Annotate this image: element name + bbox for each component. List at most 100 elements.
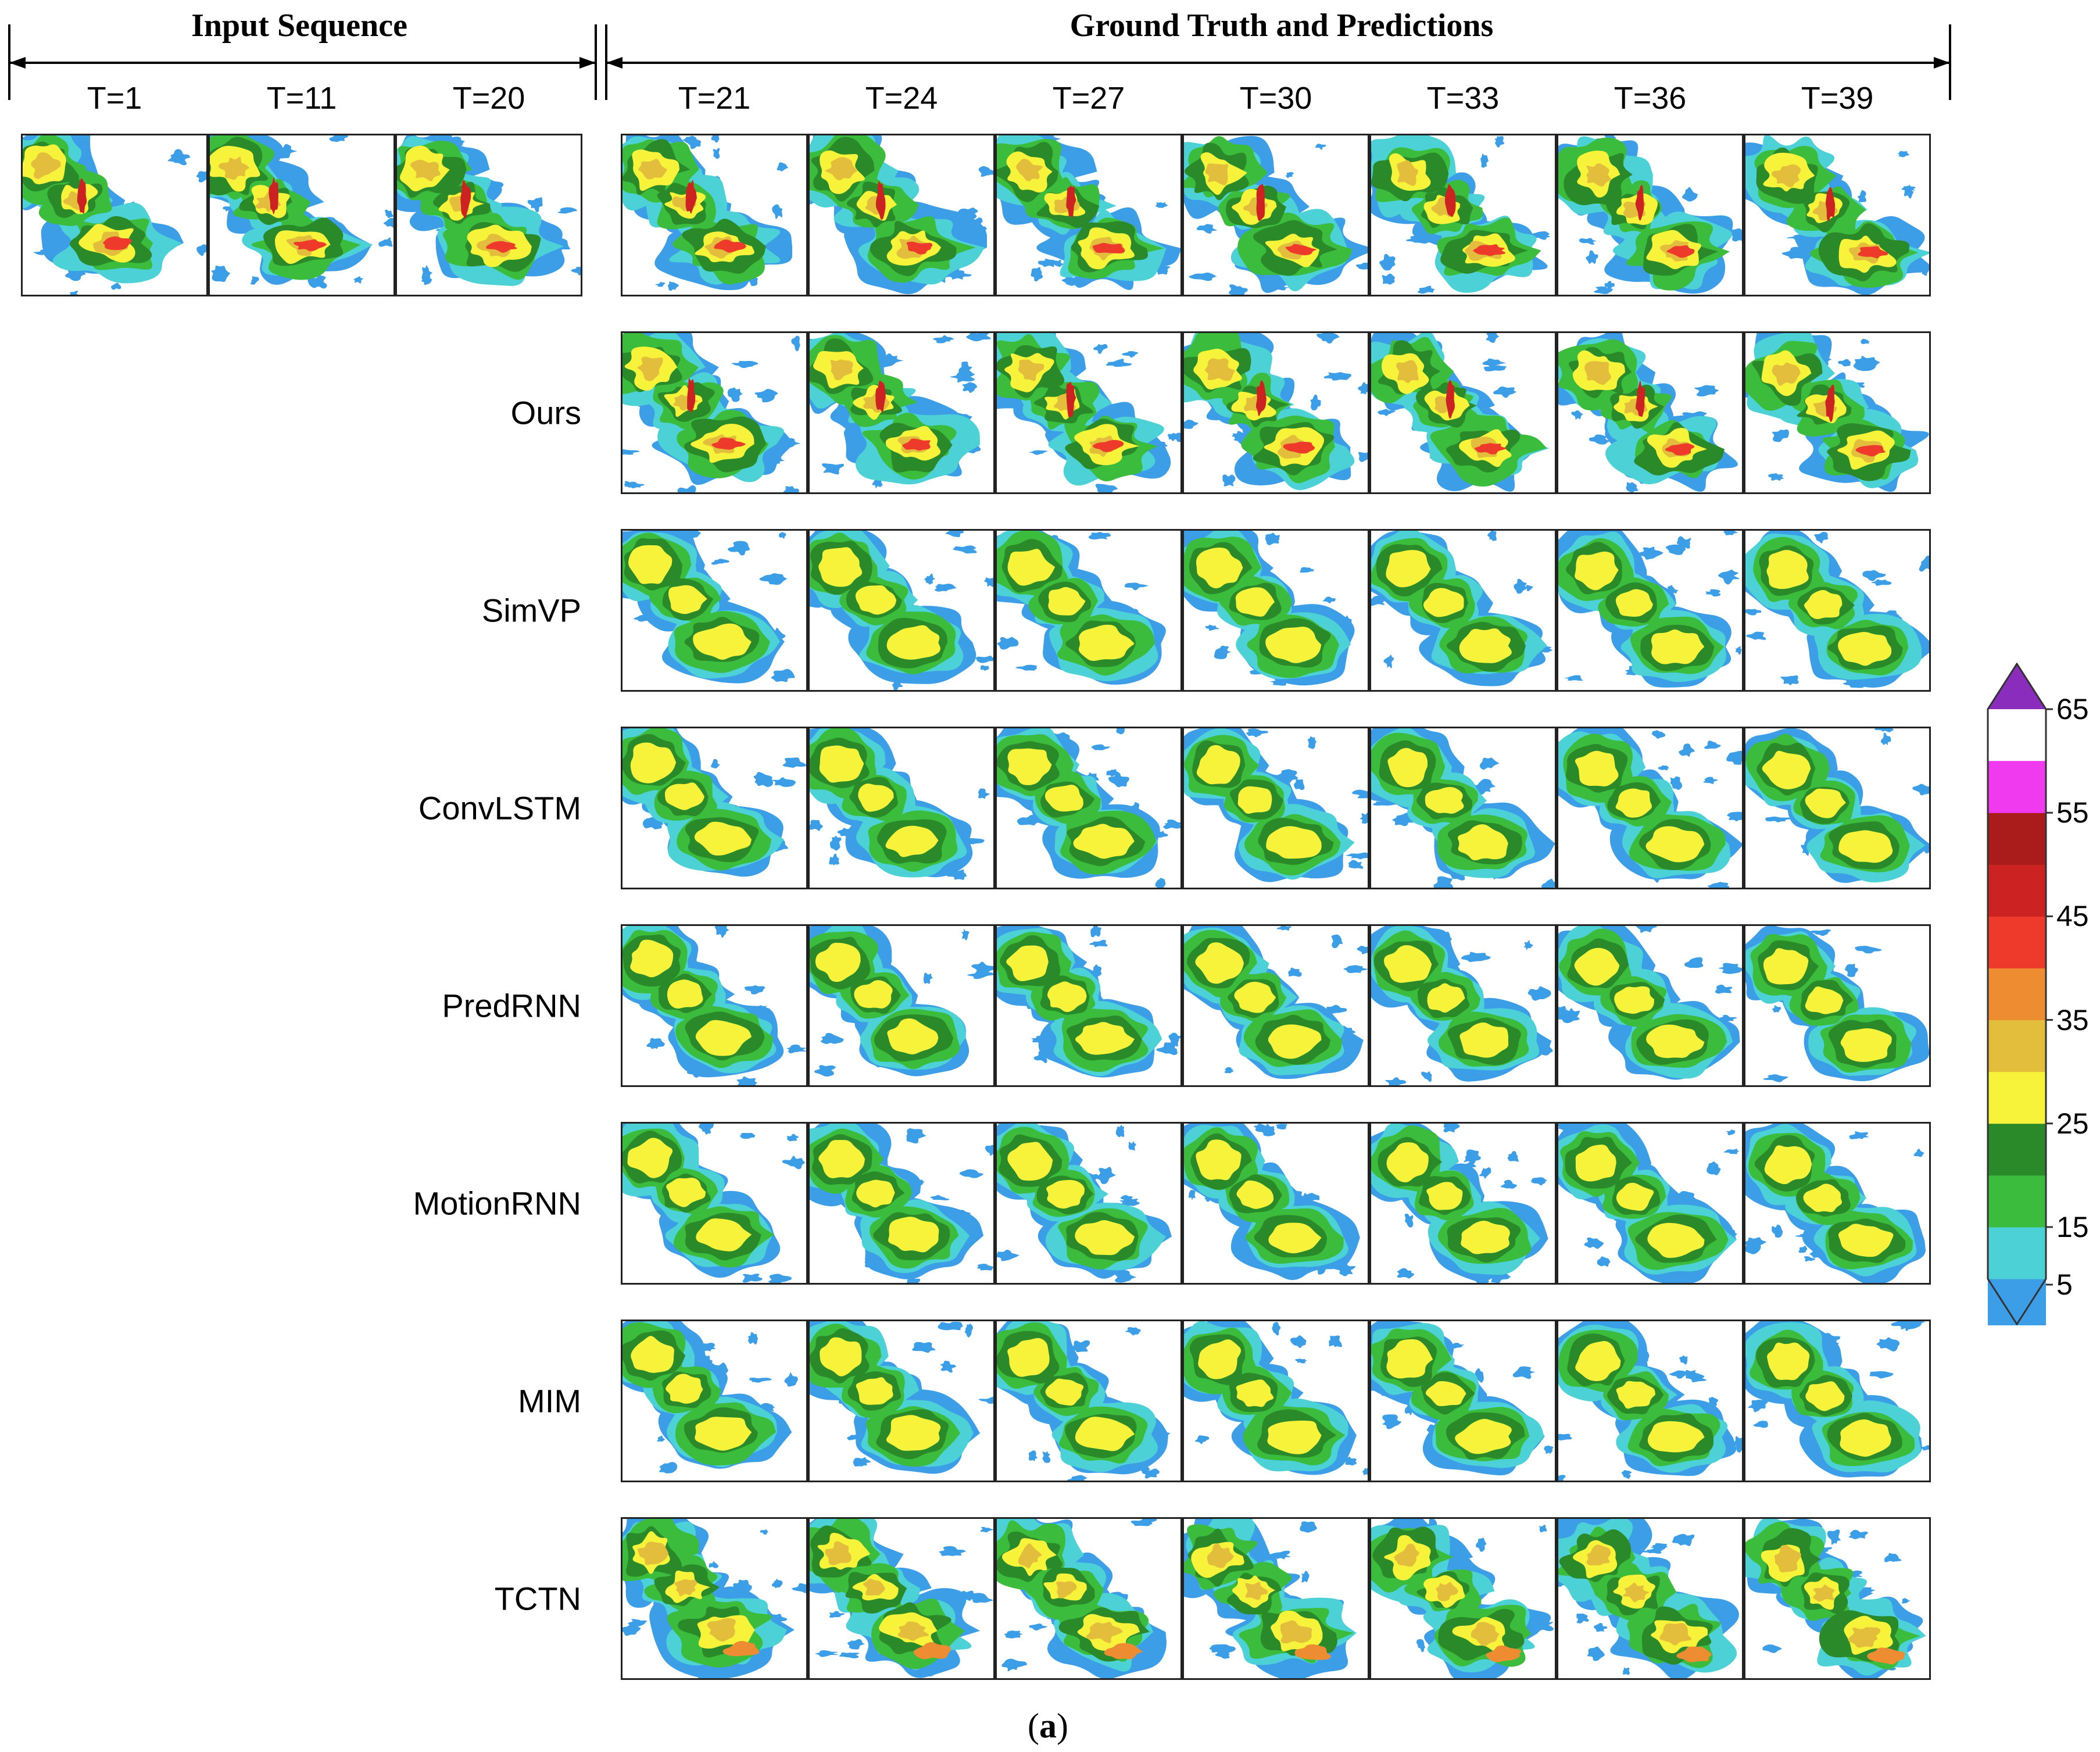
prediction-panel <box>621 924 808 1087</box>
colorbar-bin <box>1988 1279 2046 1325</box>
row-label: TCTN <box>494 1580 581 1617</box>
time-label-prediction: T=39 <box>1801 81 1874 116</box>
prediction-panel <box>808 727 995 889</box>
time-label-prediction: T=21 <box>678 81 751 116</box>
colorbar-tick-label: 65 <box>2056 693 2089 725</box>
prediction-panel <box>1557 924 1744 1087</box>
colorbar-bin <box>1988 761 2046 813</box>
time-label-input: T=11 <box>266 81 337 116</box>
prediction-panel <box>1182 924 1369 1087</box>
prediction-panel <box>1557 1517 1744 1680</box>
prediction-panel <box>1557 1122 1744 1285</box>
prediction-panel <box>621 1320 808 1482</box>
input-arrow-left-head <box>9 57 26 69</box>
prediction-panel <box>1369 529 1557 692</box>
prediction-panel <box>1744 924 1931 1087</box>
colorbar-bin <box>1988 1123 2046 1176</box>
row-label: PredRNN <box>442 987 581 1024</box>
truth-arrow-right-head <box>1934 57 1950 69</box>
colorbar-bin <box>1988 1175 2046 1228</box>
time-label-prediction: T=33 <box>1426 81 1500 116</box>
time-label-input: T=20 <box>452 81 525 116</box>
prediction-panel <box>995 1517 1182 1680</box>
prediction-panel <box>1557 727 1744 889</box>
prediction-panel <box>808 529 995 692</box>
prediction-panel <box>995 1320 1182 1482</box>
row-label: ConvLSTM <box>418 789 581 827</box>
prediction-panel <box>1557 331 1744 494</box>
prediction-panel <box>808 1122 995 1285</box>
input-sequence-header: Input Sequence <box>191 8 407 44</box>
prediction-panel <box>1744 1122 1931 1285</box>
colorbar-bin <box>1988 864 2046 917</box>
row-label: MotionRNN <box>413 1185 581 1222</box>
prediction-panel <box>621 1122 808 1285</box>
colorbar-bin <box>1988 1227 2046 1279</box>
colorbar-tick-label: 35 <box>2056 1003 2089 1036</box>
input-frame-panel <box>395 134 582 296</box>
prediction-panel <box>1557 1320 1744 1482</box>
prediction-panel <box>1744 727 1931 889</box>
row-label: Ours <box>510 394 581 431</box>
ground-truth-panel <box>621 134 808 296</box>
ground-truth-header: Ground Truth and Predictions <box>1069 8 1494 44</box>
prediction-panel <box>1744 1320 1931 1482</box>
input-frame-panel <box>208 134 395 296</box>
ground-truth-panel <box>1182 134 1369 296</box>
prediction-panel <box>1744 1517 1931 1680</box>
time-label-prediction: T=36 <box>1614 81 1687 116</box>
prediction-panel <box>1182 1517 1369 1680</box>
prediction-panel <box>808 1517 995 1680</box>
prediction-panel <box>1182 727 1369 889</box>
prediction-panel <box>995 727 1182 889</box>
time-label-prediction: T=27 <box>1052 81 1125 116</box>
colorbar-tick-label: 25 <box>2056 1107 2089 1140</box>
colorbar-bin <box>1988 916 2046 968</box>
ground-truth-panel <box>808 134 995 296</box>
prediction-panel <box>621 529 808 692</box>
time-label-input: T=1 <box>87 81 142 116</box>
colorbar-tick-label: 5 <box>2056 1268 2073 1301</box>
colorbar-tick-label: 55 <box>2056 796 2089 829</box>
time-label-prediction: T=30 <box>1239 81 1312 116</box>
prediction-panel <box>1182 1320 1369 1482</box>
prediction-panel <box>1369 727 1557 889</box>
colorbar-bin <box>1988 1020 2046 1072</box>
prediction-panel <box>1182 1122 1369 1285</box>
prediction-panel <box>995 529 1182 692</box>
ground-truth-panel <box>995 134 1182 296</box>
ground-truth-panel <box>1557 134 1744 296</box>
time-label-prediction: T=24 <box>865 81 938 116</box>
prediction-panel <box>995 924 1182 1087</box>
prediction-panel <box>621 1517 808 1680</box>
prediction-panel <box>1369 331 1557 494</box>
prediction-panel <box>1369 1320 1557 1482</box>
row-label: SimVP <box>481 592 581 629</box>
colorbar-tick-label: 15 <box>2056 1210 2089 1243</box>
prediction-panel <box>1182 331 1369 494</box>
prediction-panel <box>995 1122 1182 1285</box>
input-arrow-right-head <box>579 57 596 69</box>
colorbar-bin <box>1988 1071 2046 1124</box>
prediction-panel <box>995 331 1182 494</box>
prediction-panel <box>1369 1517 1557 1680</box>
row-label: MIM <box>518 1382 581 1420</box>
prediction-panel <box>1182 529 1369 692</box>
caption-letter: a <box>1039 1707 1057 1745</box>
colorbar-bin <box>1988 813 2046 865</box>
prediction-panel <box>621 331 808 494</box>
input-frame-panel <box>21 134 208 296</box>
colorbar <box>1987 663 2053 1325</box>
ground-truth-panel <box>1369 134 1557 296</box>
prediction-panel <box>808 331 995 494</box>
colorbar-bin <box>1988 663 2046 709</box>
prediction-panel <box>1369 924 1557 1087</box>
prediction-panel <box>808 924 995 1087</box>
colorbar-bin <box>1988 968 2046 1021</box>
prediction-panel <box>1744 331 1931 494</box>
prediction-panel <box>1744 529 1931 692</box>
prediction-panel <box>808 1320 995 1482</box>
colorbar-tick-label: 45 <box>2056 900 2089 933</box>
